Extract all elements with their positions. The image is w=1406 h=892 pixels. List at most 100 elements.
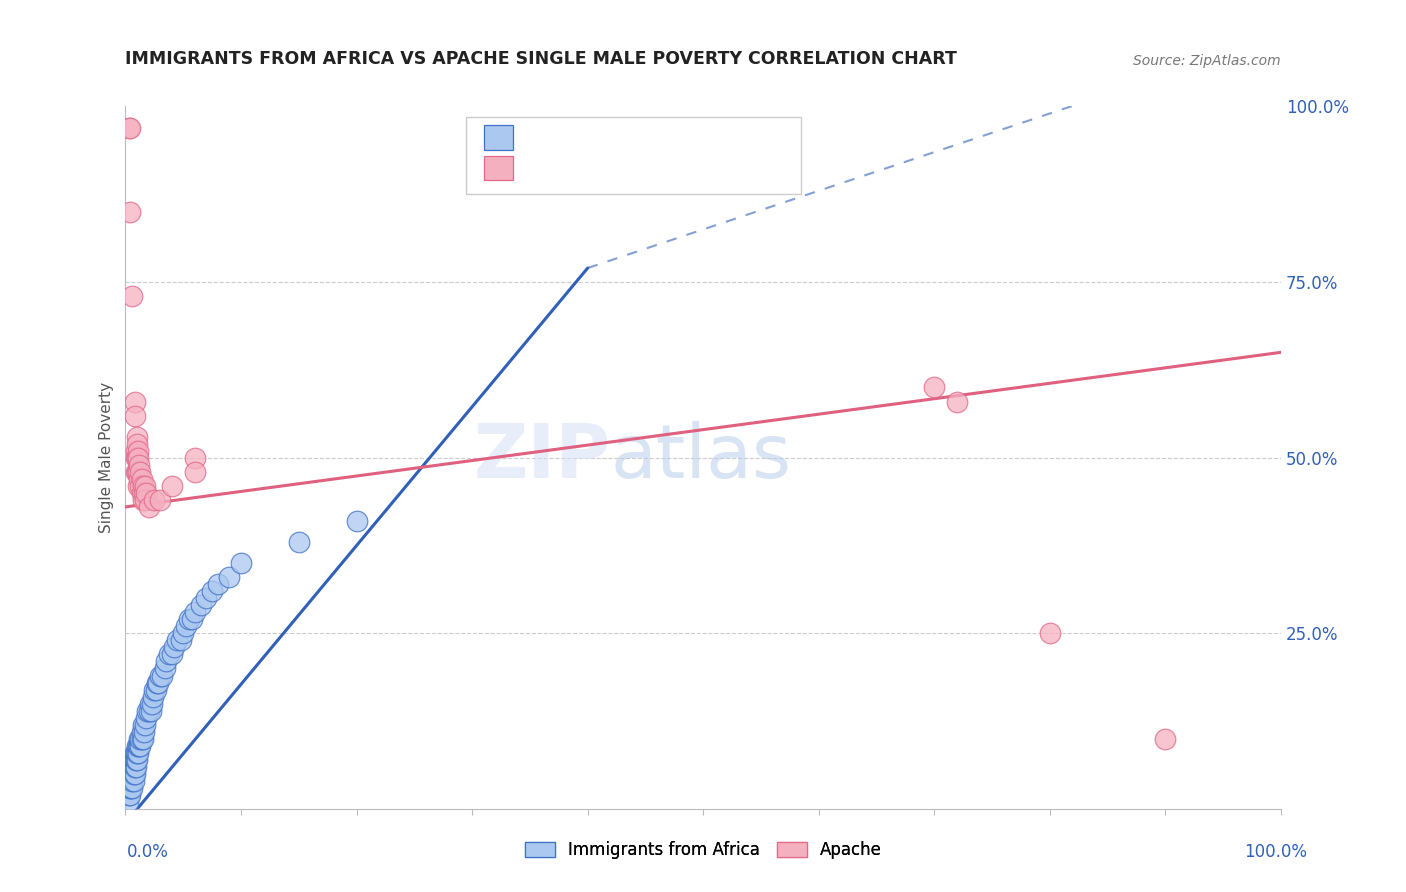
- Point: [132, 479, 155, 493]
- Point: [946, 394, 969, 409]
- Point: [124, 767, 146, 781]
- Point: [117, 795, 139, 809]
- Text: IMMIGRANTS FROM AFRICA VS APACHE SINGLE MALE POVERTY CORRELATION CHART: IMMIGRANTS FROM AFRICA VS APACHE SINGLE …: [125, 50, 957, 68]
- Point: [125, 753, 148, 767]
- Point: [149, 492, 172, 507]
- Text: R = 0.330: R = 0.330: [527, 159, 612, 177]
- Point: [924, 380, 946, 394]
- Point: [184, 450, 207, 465]
- Point: [121, 773, 143, 788]
- Point: [128, 739, 150, 753]
- Point: [120, 767, 142, 781]
- Point: [135, 711, 157, 725]
- Point: [138, 697, 160, 711]
- Point: [129, 739, 152, 753]
- Point: [146, 675, 169, 690]
- Point: [184, 605, 207, 619]
- Point: [195, 591, 218, 606]
- Point: [127, 479, 149, 493]
- Point: [145, 675, 167, 690]
- Point: [132, 492, 155, 507]
- Point: [153, 661, 176, 675]
- Point: [288, 535, 311, 549]
- Point: [124, 746, 146, 760]
- Point: [160, 479, 183, 493]
- Point: [132, 717, 155, 731]
- Point: [124, 753, 146, 767]
- Point: [170, 633, 193, 648]
- Point: [132, 724, 155, 739]
- Point: [124, 760, 146, 774]
- Point: [131, 472, 153, 486]
- Point: [125, 450, 148, 465]
- Point: [1039, 626, 1062, 640]
- Point: [121, 289, 143, 303]
- Point: [155, 655, 177, 669]
- Point: [125, 450, 148, 465]
- Point: [143, 682, 166, 697]
- Point: [1154, 731, 1177, 746]
- FancyBboxPatch shape: [484, 126, 513, 150]
- Point: [131, 486, 153, 500]
- Point: [138, 704, 160, 718]
- Point: [120, 788, 142, 802]
- Point: [120, 204, 142, 219]
- Text: 100.0%: 100.0%: [1244, 843, 1308, 861]
- Point: [129, 479, 152, 493]
- Point: [128, 472, 150, 486]
- FancyBboxPatch shape: [484, 155, 513, 180]
- Point: [127, 746, 149, 760]
- Point: [127, 450, 149, 465]
- Point: [207, 577, 229, 591]
- Point: [120, 780, 142, 795]
- Point: [166, 633, 188, 648]
- Point: [129, 465, 152, 479]
- Point: [134, 479, 156, 493]
- Text: 0.0%: 0.0%: [127, 843, 169, 861]
- Point: [127, 739, 149, 753]
- Point: [218, 570, 240, 584]
- Point: [128, 731, 150, 746]
- Point: [177, 612, 200, 626]
- Point: [181, 612, 204, 626]
- Point: [184, 465, 207, 479]
- Point: [132, 486, 155, 500]
- Point: [149, 668, 172, 682]
- Point: [132, 731, 155, 746]
- Point: [131, 724, 153, 739]
- Point: [163, 640, 186, 655]
- Point: [120, 780, 142, 795]
- Text: ZIP: ZIP: [474, 421, 610, 494]
- Point: [120, 120, 142, 135]
- Point: [145, 682, 167, 697]
- Point: [152, 668, 174, 682]
- Point: [138, 500, 160, 514]
- Point: [122, 753, 145, 767]
- Point: [121, 780, 143, 795]
- Point: [125, 753, 148, 767]
- Point: [139, 704, 162, 718]
- Text: Source: ZipAtlas.com: Source: ZipAtlas.com: [1133, 54, 1281, 68]
- Point: [125, 430, 148, 444]
- Point: [125, 465, 148, 479]
- Point: [201, 584, 224, 599]
- Point: [118, 780, 141, 795]
- Point: [134, 492, 156, 507]
- Point: [125, 746, 148, 760]
- Point: [125, 760, 148, 774]
- Point: [128, 458, 150, 472]
- Point: [121, 767, 143, 781]
- Point: [129, 731, 152, 746]
- Point: [118, 788, 141, 802]
- Point: [143, 492, 166, 507]
- Point: [121, 760, 143, 774]
- Y-axis label: Single Male Poverty: Single Male Poverty: [100, 382, 114, 533]
- Legend: Immigrants from Africa, Apache: Immigrants from Africa, Apache: [516, 833, 890, 867]
- Text: R = 0.473: R = 0.473: [527, 128, 612, 146]
- Point: [124, 394, 146, 409]
- Text: atlas: atlas: [610, 421, 792, 494]
- Point: [172, 626, 194, 640]
- Point: [134, 717, 156, 731]
- Point: [229, 556, 252, 570]
- Point: [125, 746, 148, 760]
